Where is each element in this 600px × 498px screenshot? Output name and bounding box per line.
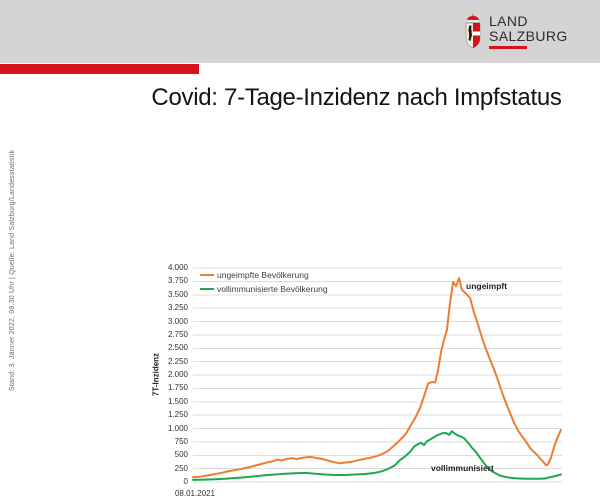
legend-label: vollimmunisierte Bevölkerung [217, 284, 328, 294]
y-tick-label: 750 [174, 436, 188, 446]
legend-swatch [200, 273, 214, 277]
logo-text-land: LAND [489, 13, 528, 29]
logo-underline [489, 46, 527, 49]
annotation-vollimmunisiert: vollimmunisiert [431, 463, 494, 473]
salzburg-coat-of-arms-icon [465, 14, 481, 49]
annotation-ungeimpft: ungeimpft [466, 281, 508, 291]
chart-legend: ungeimpfte Bevölkerung vollimmunisierte B… [200, 268, 328, 296]
page-title: Covid: 7-Tage-Inzidenz nach Impfstatus [151, 84, 562, 111]
y-tick-label: 1.250 [167, 410, 188, 420]
y-tick-label: 3.500 [167, 289, 188, 299]
legend-row: vollimmunisierte Bevölkerung [200, 282, 328, 296]
y-tick-label: 1.750 [167, 383, 188, 393]
logo-text-salzburg: SALZBURG [489, 28, 568, 44]
y-tick-label: 1.500 [167, 396, 188, 406]
y-tick-label: 3.750 [167, 276, 188, 286]
legend-row: ungeimpfte Bevölkerung [200, 268, 328, 282]
y-tick-label: 250 [174, 463, 188, 473]
y-tick-label: 500 [174, 450, 188, 460]
y-tick-label: 3.250 [167, 303, 188, 313]
y-tick-label: 4.000 [167, 263, 188, 272]
header-band [0, 0, 600, 63]
header-accent-bar [0, 64, 199, 74]
chart-plot-area [192, 267, 562, 483]
y-tick-label: 2.250 [167, 356, 188, 366]
x-axis-start-label: 08.01.2021 [174, 489, 216, 498]
y-tick-label: 0 [183, 477, 188, 486]
y-tick-label: 2.000 [167, 370, 188, 379]
y-tick-label: 2.750 [167, 329, 188, 339]
incidence-chart: 7T-Inzidenz 0 250 500 750 1.000 1.250 1.500 1.7… [0, 130, 600, 498]
y-tick-label: 1.000 [167, 423, 188, 433]
legend-label: ungeimpfte Bevölkerung [217, 270, 309, 280]
y-tick-label: 3.000 [167, 316, 188, 326]
land-salzburg-logo: LAND SALZBURG [464, 14, 568, 50]
y-tick-label: 2.500 [167, 343, 188, 353]
legend-swatch [200, 287, 214, 291]
